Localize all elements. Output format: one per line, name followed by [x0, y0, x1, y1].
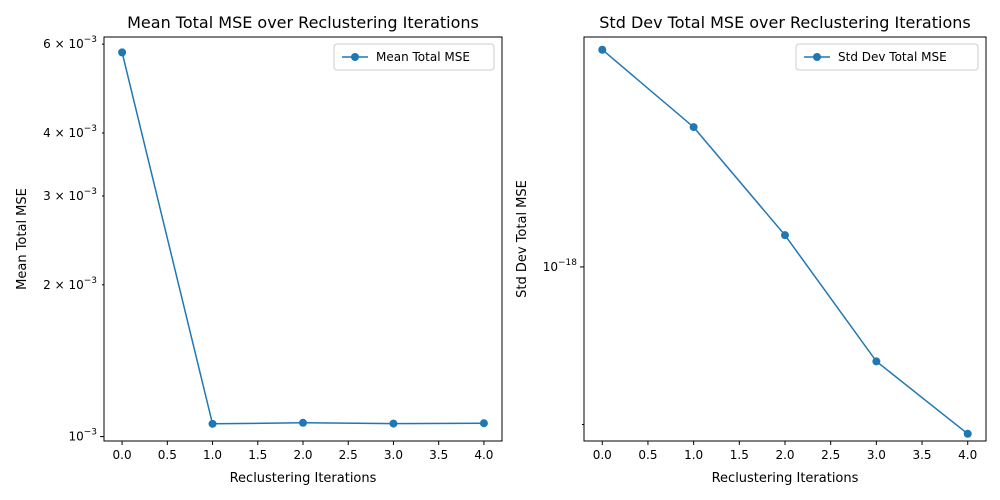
y-tick-mantissa: 4 × 10 [43, 126, 84, 140]
y-tick-mantissa: 2 × 10 [43, 278, 84, 292]
y-tick-mantissa: 3 × 10 [43, 189, 84, 203]
x-tick-label: 0.0 [593, 448, 612, 462]
x-axis-label: Reclustering Iterations [230, 471, 377, 486]
y-tick-exponent: −3 [84, 35, 97, 45]
y-tick-exponent: −3 [84, 124, 97, 134]
data-point [781, 231, 789, 240]
data-point [208, 419, 217, 428]
x-tick-label: 3.5 [912, 448, 931, 462]
x-tick-label: 2.0 [293, 448, 312, 462]
y-tick-label: 6 × 10−3 [43, 35, 97, 51]
y-tick-mantissa: 6 × 10 [43, 37, 84, 51]
y-tick-label: 10−18 [543, 258, 578, 274]
y-tick-label: 3 × 10−3 [43, 187, 97, 203]
data-point [598, 45, 607, 54]
x-tick-label: 0.5 [638, 448, 657, 462]
chart-1: Mean Total MSE over Reclustering Iterati… [15, 13, 503, 486]
data-point [479, 419, 488, 428]
legend-marker [813, 53, 821, 61]
x-tick-label: 4.0 [958, 448, 977, 462]
x-tick-label: 3.0 [384, 448, 403, 462]
data-point [872, 357, 881, 366]
x-tick-label: 1.5 [248, 448, 267, 462]
legend-box [795, 43, 979, 71]
data-point [389, 419, 398, 428]
data-point [689, 123, 698, 132]
x-tick-label: 1.0 [203, 448, 222, 462]
x-tick-label: 3.0 [867, 448, 886, 462]
legend-box [333, 43, 495, 71]
y-tick-mantissa: 10 [68, 430, 83, 444]
x-tick-label: 0.0 [113, 448, 132, 462]
legend-label: Mean Total MSE [376, 50, 470, 64]
y-tick-exponent: −18 [558, 258, 577, 268]
chart-title: Mean Total MSE over Reclustering Iterati… [127, 13, 479, 32]
x-tick-label: 2.5 [339, 448, 358, 462]
chart-2: Std Dev Total MSE over Reclustering Iter… [515, 13, 987, 486]
x-tick-label: 2.5 [821, 448, 840, 462]
y-axis-label: Std Dev Total MSE [515, 180, 530, 298]
y-tick-label: 4 × 10−3 [43, 124, 97, 140]
data-point [118, 48, 127, 57]
legend-label: Std Dev Total MSE [838, 50, 947, 64]
series-line [601, 49, 969, 435]
x-tick-label: 0.5 [158, 448, 177, 462]
y-tick-exponent: −3 [84, 428, 97, 438]
chart-title: Std Dev Total MSE over Reclustering Iter… [599, 13, 970, 32]
x-axis-label: Reclustering Iterations [712, 471, 859, 486]
series-line [121, 52, 484, 425]
y-tick-mantissa: 10 [543, 260, 558, 274]
x-tick-label: 4.0 [474, 448, 493, 462]
x-tick-label: 3.5 [429, 448, 448, 462]
y-tick-exponent: −3 [84, 187, 97, 197]
legend-marker [351, 53, 359, 61]
plot-frame [103, 36, 503, 442]
x-tick-label: 2.0 [775, 448, 794, 462]
x-tick-label: 1.0 [684, 448, 703, 462]
y-tick-label: 2 × 10−3 [43, 276, 97, 292]
data-point [299, 418, 307, 427]
y-tick-exponent: −3 [84, 276, 97, 286]
legend: Mean Total MSE [333, 43, 495, 71]
y-tick-label: 10−3 [68, 428, 97, 444]
x-tick-label: 1.5 [730, 448, 749, 462]
legend: Std Dev Total MSE [795, 43, 979, 71]
data-point [963, 429, 972, 438]
y-axis-label: Mean Total MSE [15, 188, 30, 290]
